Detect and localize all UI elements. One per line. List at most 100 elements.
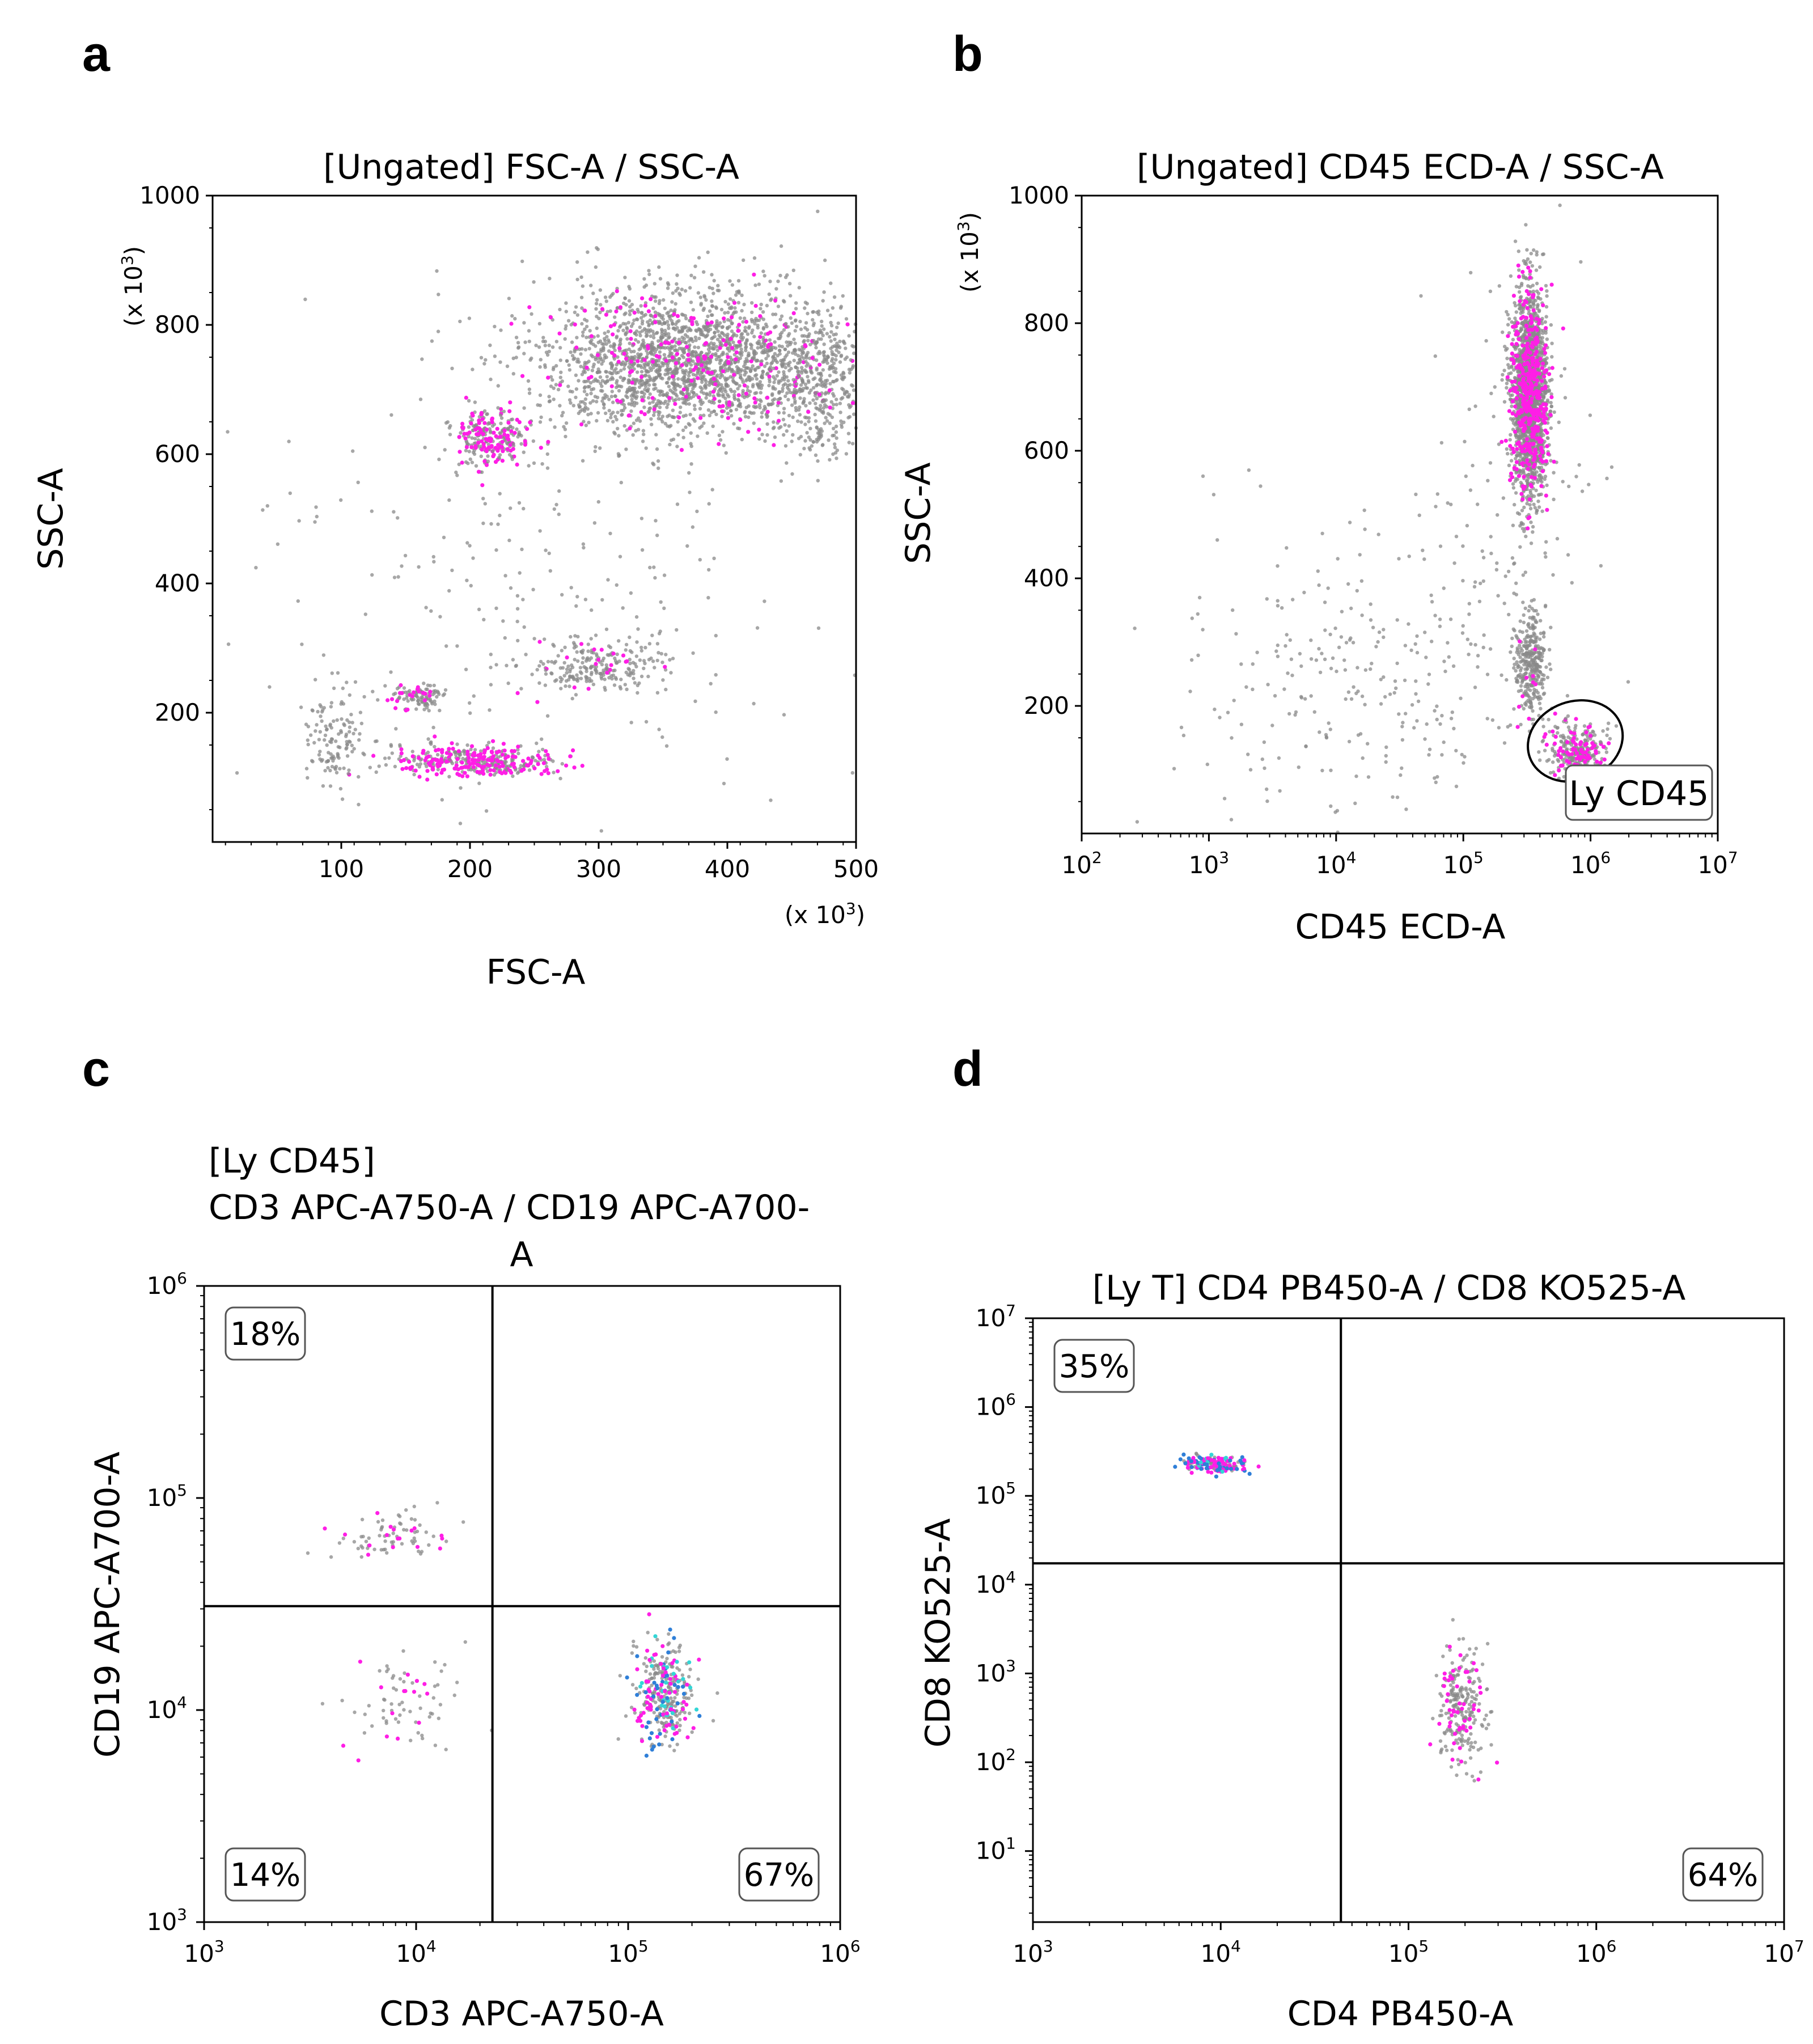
event-dot-highlight: [517, 420, 522, 425]
event-dot: [785, 273, 789, 277]
event-dot: [785, 429, 789, 433]
event-dot: [717, 433, 722, 437]
event-dot: [672, 369, 676, 374]
event-dot: [720, 325, 725, 329]
event-dot: [770, 392, 774, 396]
event-dot: [734, 408, 739, 412]
event-dot: [533, 759, 537, 763]
event-dot: [358, 710, 363, 714]
event-dot-highlight: [721, 338, 726, 342]
event-cluster-a-6: [299, 653, 379, 807]
event-dot-highlight: [548, 315, 553, 320]
event-dot-highlight: [393, 706, 398, 710]
event-dot: [425, 764, 429, 768]
event-dot-highlight: [817, 362, 822, 367]
event-dot: [673, 388, 677, 392]
event-dot: [689, 273, 693, 277]
event-dot: [819, 374, 824, 378]
event-dot-highlight: [495, 758, 499, 763]
event-dot: [794, 408, 798, 413]
event-dot: [604, 411, 608, 416]
event-dot: [601, 359, 605, 363]
event-dot: [680, 328, 684, 332]
event-dot: [571, 676, 576, 680]
event-dot: [579, 671, 583, 675]
event-dot: [708, 393, 712, 397]
event-dot-highlight: [752, 396, 757, 401]
event-dot-highlight: [675, 352, 680, 356]
event-dot-highlight: [536, 753, 540, 758]
event-dot: [775, 360, 780, 365]
event-dot-highlight: [431, 757, 435, 762]
event-dot: [611, 411, 615, 414]
event-dot-highlight: [490, 755, 495, 760]
event-dot: [408, 689, 412, 693]
event-dot-highlight: [417, 756, 421, 760]
event-dot: [653, 282, 657, 286]
event-dots-b: [1133, 203, 1630, 835]
event-dot-highlight: [439, 757, 444, 761]
event-dot: [721, 350, 725, 354]
event-dot: [722, 333, 727, 337]
event-dot: [484, 809, 489, 813]
event-dot: [650, 633, 654, 637]
event-dot: [774, 287, 778, 291]
event-dot: [549, 384, 553, 388]
event-dot: [616, 355, 620, 359]
event-dot: [624, 331, 628, 336]
event-dot: [430, 339, 434, 343]
event-dot: [798, 413, 802, 417]
event-dot: [768, 280, 772, 283]
event-dot: [802, 334, 806, 338]
event-dot: [842, 420, 846, 424]
event-dot: [639, 649, 644, 653]
event-dot: [599, 829, 604, 833]
event-dot: [574, 693, 578, 697]
event-dot-highlight: [605, 670, 609, 675]
event-dot: [674, 289, 678, 293]
event-dot: [554, 383, 558, 387]
event-dot: [622, 312, 626, 316]
event-dot: [559, 687, 563, 691]
event-dot: [489, 666, 493, 670]
event-dot: [709, 682, 713, 686]
event-dot: [319, 705, 323, 709]
event-dot: [568, 670, 572, 674]
event-dot: [670, 415, 675, 419]
event-dot: [699, 302, 704, 306]
event-dot: [635, 378, 639, 382]
event-dot-highlight: [410, 754, 415, 759]
event-dot: [522, 625, 526, 629]
event-dot-highlight: [477, 426, 482, 431]
event-dot: [599, 303, 603, 307]
event-dot: [788, 383, 792, 387]
event-dot: [660, 314, 665, 318]
event-dot: [235, 771, 239, 775]
event-dot-highlight: [477, 418, 481, 423]
event-dot: [1534, 268, 1539, 272]
event-dot-highlight: [477, 763, 481, 768]
event-dot: [647, 642, 652, 646]
event-dot: [673, 328, 677, 332]
event-dot: [710, 313, 714, 317]
event-dot-highlight: [640, 296, 645, 301]
event-dot: [603, 337, 607, 341]
event-dot: [804, 370, 808, 374]
event-dot: [415, 763, 420, 767]
event-dot: [803, 439, 807, 443]
event-dot: [820, 319, 824, 324]
event-dot: [655, 534, 659, 538]
event-dot: [616, 329, 620, 333]
event-dot: [577, 379, 581, 383]
event-dot: [447, 775, 451, 779]
event-dot: [595, 326, 599, 331]
event-dot: [519, 764, 523, 768]
event-dot-highlight: [545, 752, 550, 757]
event-dot: [831, 434, 835, 438]
event-dots-a: [226, 209, 858, 833]
event-dot: [589, 283, 593, 287]
event-dot-highlight: [677, 415, 681, 420]
event-dot: [782, 433, 786, 437]
event-dot: [794, 301, 798, 305]
event-dot: [334, 739, 338, 743]
